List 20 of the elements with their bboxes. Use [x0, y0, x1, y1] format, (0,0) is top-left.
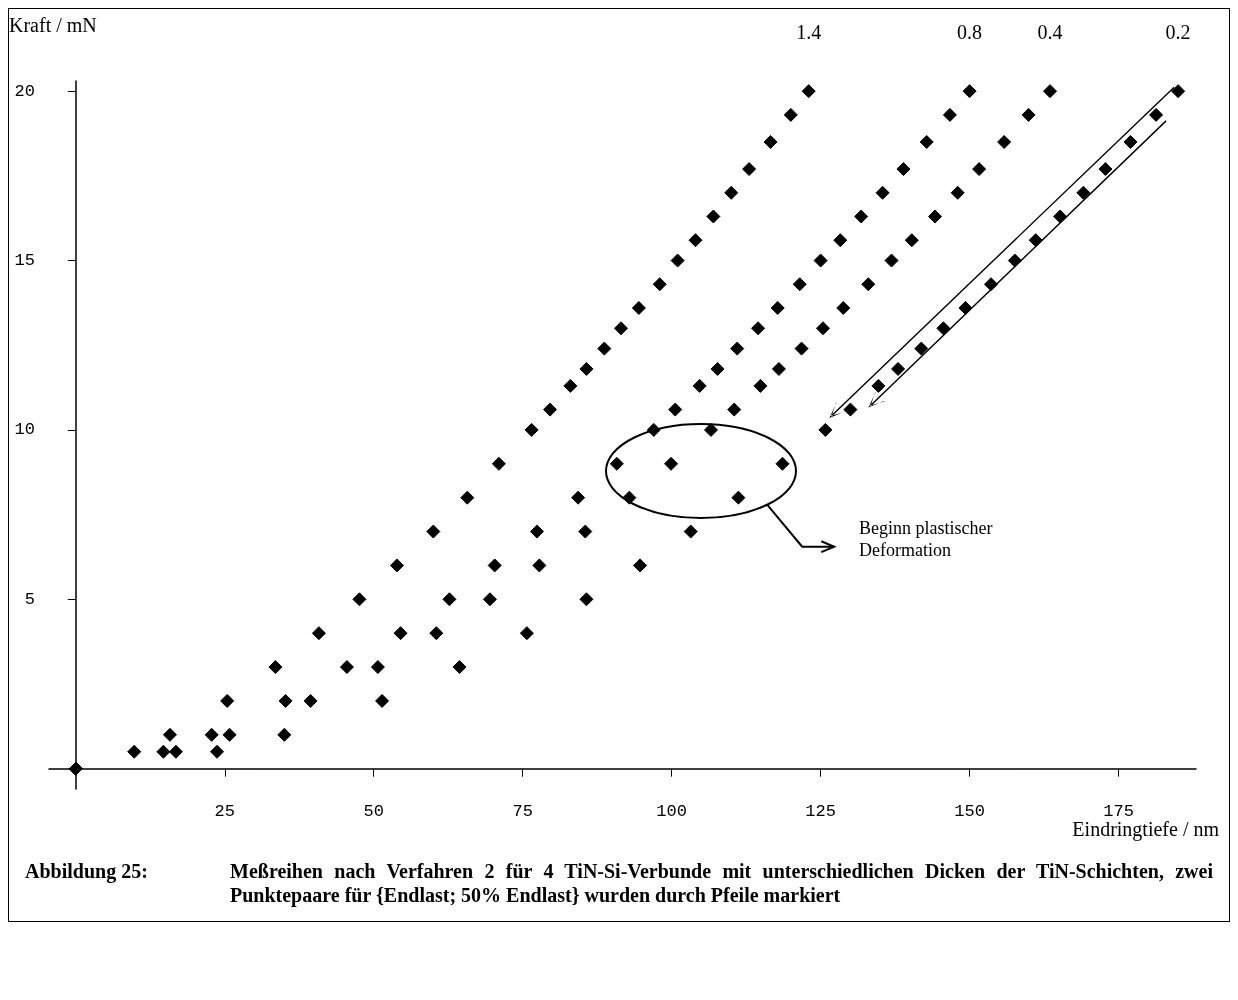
y-tick-label: 5	[24, 589, 35, 609]
text: 1.4	[796, 21, 822, 44]
text: 0.8	[957, 21, 983, 44]
x-axis-title: Eindringtiefe / nm	[1072, 818, 1220, 841]
x-tick-label: 150	[954, 802, 985, 821]
annotation: Beginn plastischer Deformation	[859, 518, 997, 560]
y-tick-label: 15	[14, 251, 35, 271]
x-tick-label: 50	[363, 802, 384, 821]
text: 0.2	[1165, 21, 1191, 44]
text: Abbildung 25:	[25, 859, 149, 885]
x-tick-label: 25	[214, 802, 235, 821]
y-tick-label: 20	[14, 81, 35, 101]
x-tick-label: 75	[512, 802, 533, 821]
x-tick-label: 125	[805, 802, 836, 821]
x-tick-label: 175	[1103, 802, 1134, 821]
y-axis-title: Kraft / mN	[9, 14, 97, 36]
y-tick-label: 10	[14, 420, 35, 440]
text: Meßreihen nach Verfahren 2 für 4 TiN-Si-Verbunde mit unterschiedlichen Dicken der TiN-Schichten, zwei Punktepaare für {Endlast; 50% Endlast} wurden durch Pfeile markiert	[230, 859, 1213, 907]
x-tick-label: 100	[656, 802, 687, 821]
text: 0.4	[1037, 21, 1063, 44]
